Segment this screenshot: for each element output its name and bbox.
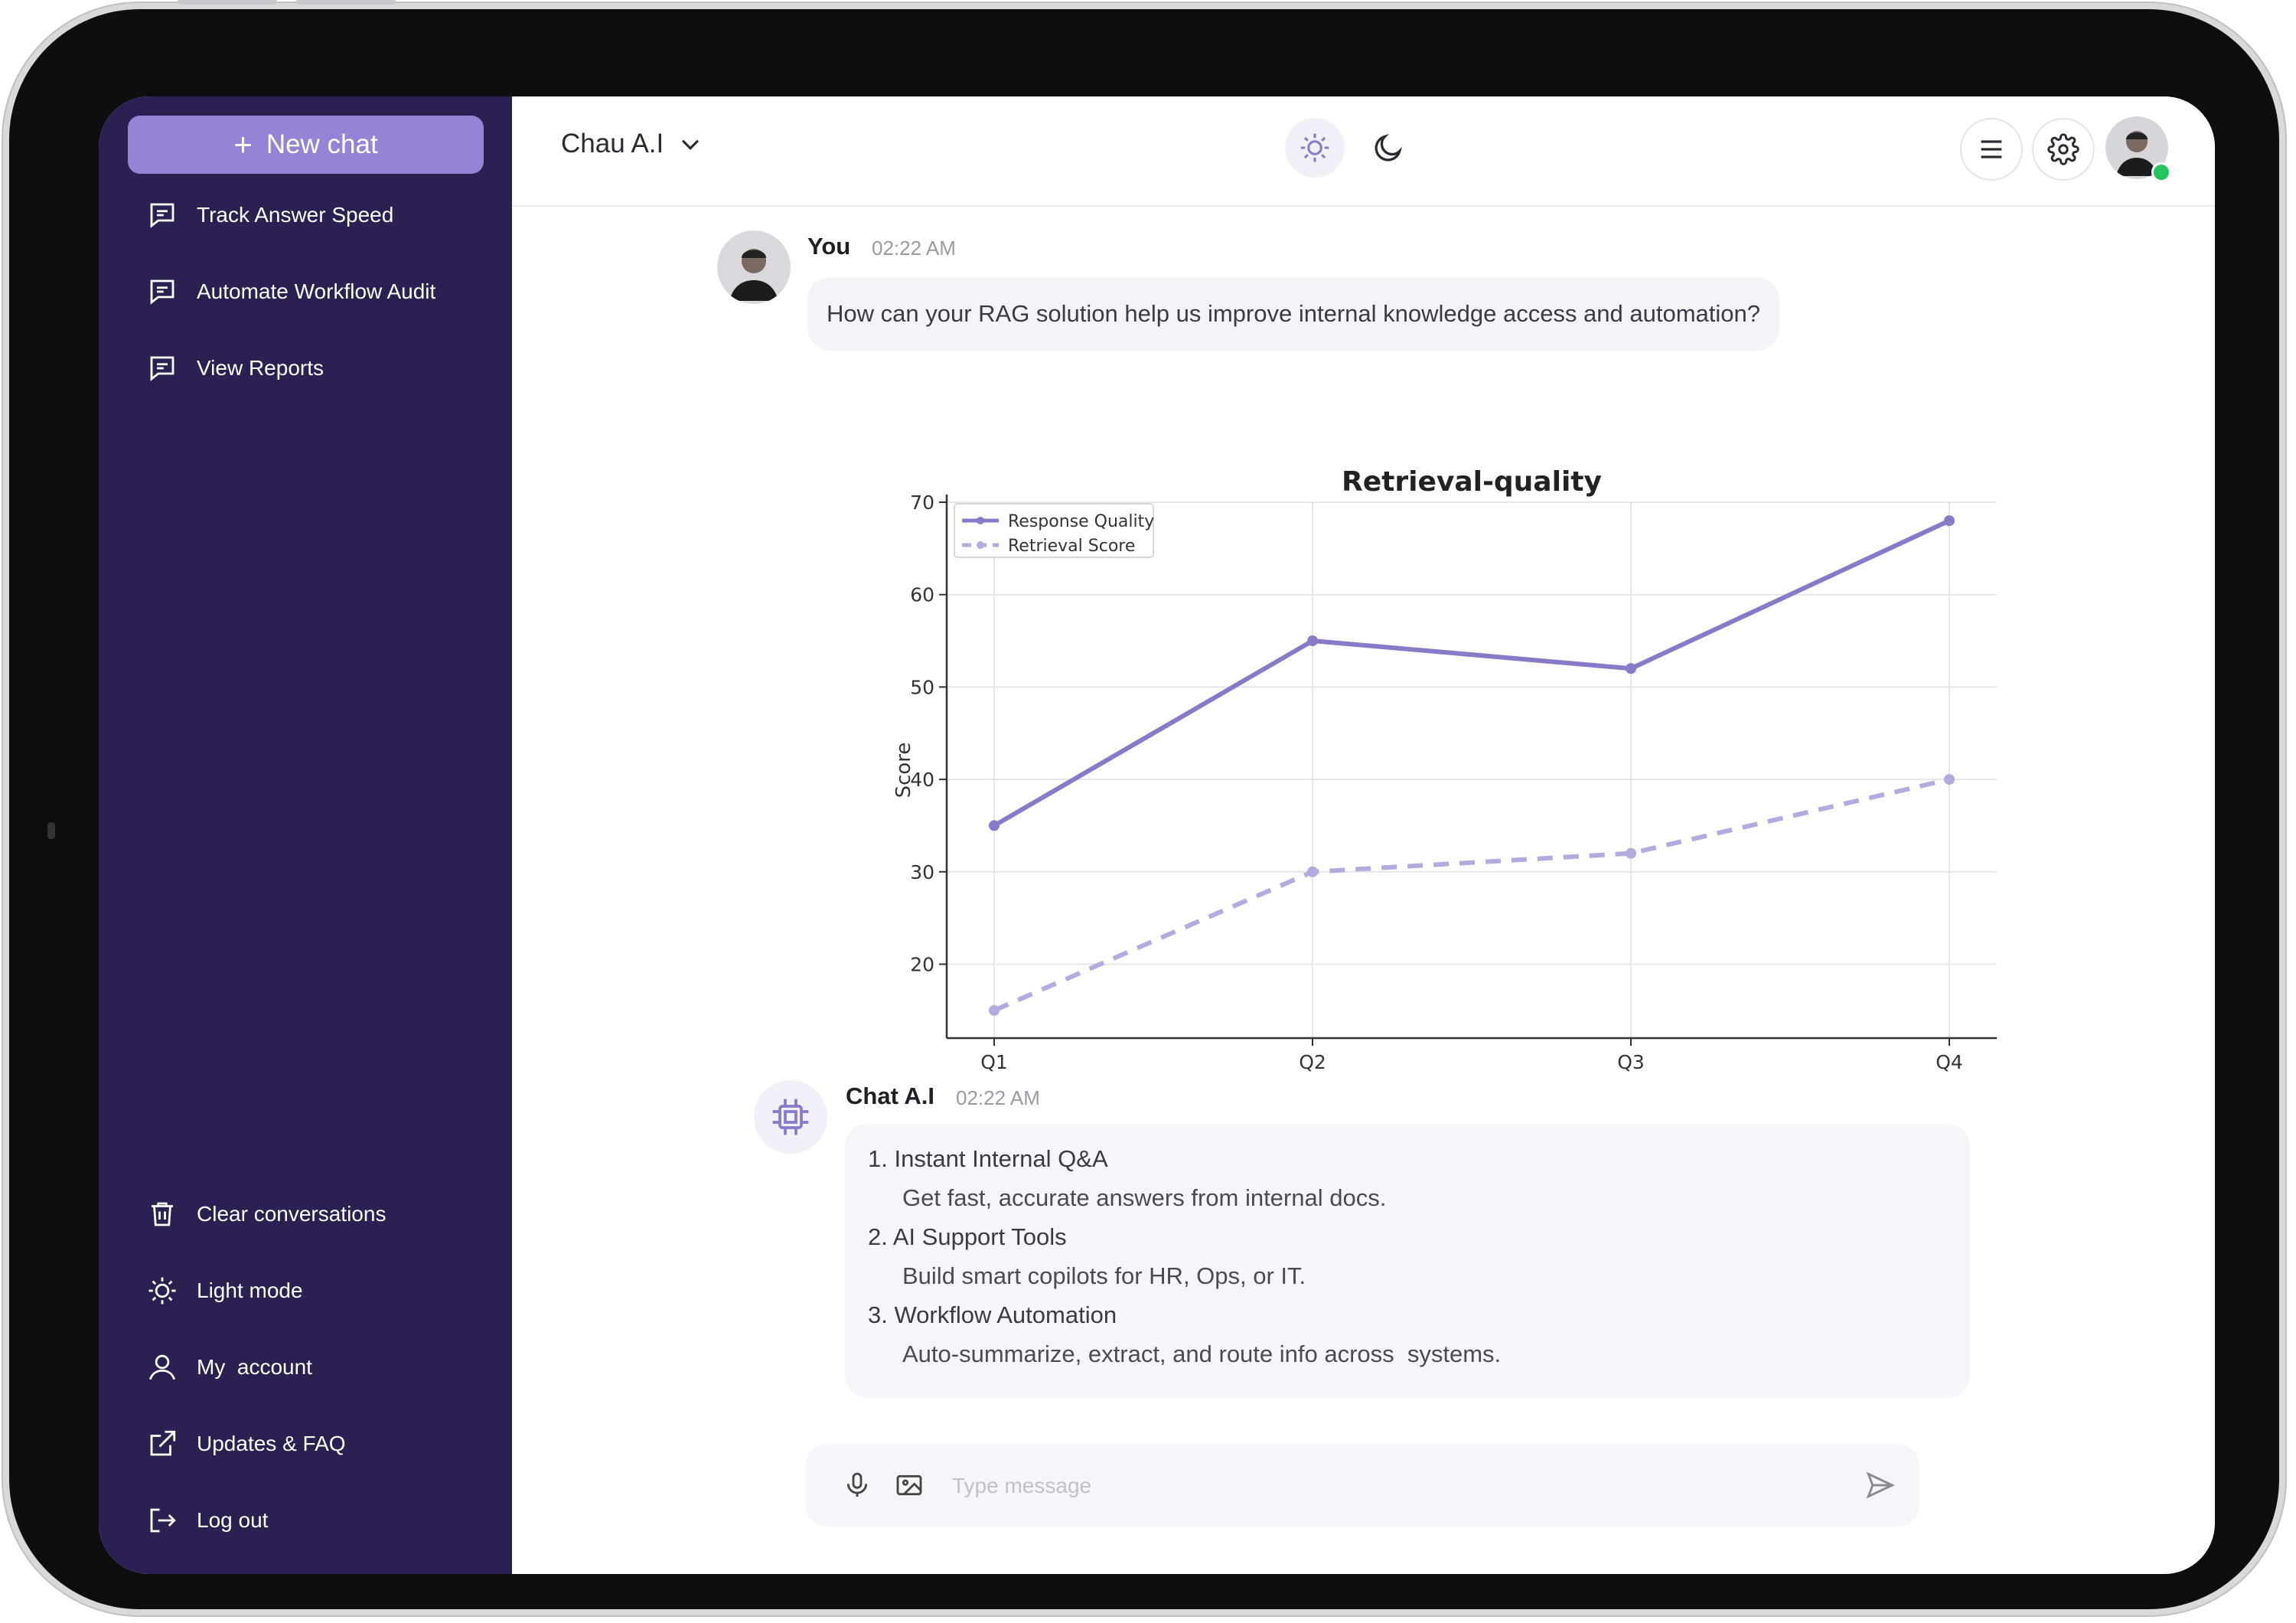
app-title: Chau A.I <box>561 129 664 158</box>
answer-item-detail: Get fast, accurate answers from internal… <box>902 1184 1387 1211</box>
y-tick-label: 20 <box>910 953 934 975</box>
plus-icon: + <box>233 126 253 162</box>
y-tick-label: 60 <box>910 584 934 606</box>
x-tick-label: Q2 <box>1299 1051 1326 1073</box>
logout-icon <box>150 1508 176 1533</box>
sidebar-item-my-account[interactable]: My account <box>146 1344 312 1390</box>
user-avatar <box>717 230 791 304</box>
menu-button[interactable] <box>1960 118 2023 181</box>
sidebar: + New chat Track Answer Speed Automate W… <box>99 96 512 1574</box>
x-tick-label: Q4 <box>1936 1051 1963 1073</box>
menu-icon <box>1981 140 2002 158</box>
send-icon[interactable] <box>1863 1468 1896 1502</box>
legend-label: Response Quality <box>1008 512 1154 531</box>
app-screen: + New chat Track Answer Speed Automate W… <box>99 96 2215 1574</box>
series-line-1 <box>993 518 1951 828</box>
bot-name: Chat A.I <box>846 1083 934 1109</box>
sidebar-item-automate-workflow-audit[interactable]: Automate Workflow Audit <box>146 269 435 315</box>
data-point <box>1944 774 1955 785</box>
volume-up-button <box>178 0 277 5</box>
y-axis-label: Score <box>892 743 915 798</box>
chevron-down-icon <box>682 139 700 150</box>
answer-item-title: 1. Instant Internal Q&A <box>868 1145 1108 1172</box>
series-line-2 <box>993 777 1950 1013</box>
sidebar-item-label: Updates & FAQ <box>197 1432 346 1455</box>
data-point <box>1944 515 1955 527</box>
gear-icon <box>2047 133 2079 165</box>
chart-svg: Retrieval-quality 20 30 40 50 60 70 Q1 Q2 Q3 Q4 Sco… <box>892 466 1997 1073</box>
chart-title: Retrieval-quality <box>1342 466 1602 498</box>
volume-down-button <box>296 0 396 5</box>
cpu-chip-icon <box>772 1099 809 1135</box>
moon-icon <box>1375 133 1403 162</box>
trash-icon <box>152 1202 173 1226</box>
tablet-frame: + New chat Track Answer Speed Automate W… <box>9 0 2279 1609</box>
sidebar-item-label: Light mode <box>197 1278 303 1302</box>
avatar <box>2105 116 2168 179</box>
profile-avatar-button[interactable] <box>2105 116 2171 183</box>
data-point <box>1307 635 1318 647</box>
sidebar-item-updates-faq[interactable]: Updates & FAQ <box>146 1421 346 1467</box>
legend-box <box>954 503 1154 558</box>
retrieval-quality-chart: Retrieval-quality 20 30 40 50 60 70 Q1 Q2 Q3 Q4 Sco… <box>788 372 2027 1092</box>
y-tick-label: 50 <box>910 676 934 698</box>
sidebar-item-label: View Reports <box>197 356 325 380</box>
y-tick-label: 70 <box>910 491 934 514</box>
legend-label: Retrieval Score <box>1008 537 1135 556</box>
data-point <box>1626 847 1636 859</box>
data-point <box>989 1004 1000 1016</box>
y-tick-label: 30 <box>910 861 934 883</box>
user-icon <box>148 1354 176 1380</box>
answer-item-title: 2. AI Support Tools <box>868 1223 1067 1250</box>
chat-icon <box>150 279 174 305</box>
x-tick-label: Q3 <box>1617 1051 1645 1073</box>
new-chat-label: New chat <box>266 129 378 159</box>
sidebar-item-label: Clear conversations <box>197 1202 386 1226</box>
bot-avatar <box>754 1080 827 1154</box>
bot-message-bubble: 1. Instant Internal Q&A Get fast, accura… <box>845 1124 1970 1398</box>
x-tick-label: Q1 <box>980 1051 1008 1073</box>
message-composer <box>805 1444 1919 1527</box>
data-point <box>989 820 1000 831</box>
top-header: Chau A.I <box>512 96 2215 207</box>
answer-item-title: 3. Workflow Automation <box>868 1301 1117 1328</box>
user-message-time: 02:22 AM <box>872 237 956 260</box>
data-point <box>1307 866 1318 877</box>
new-chat-button[interactable]: + New chat <box>128 116 484 174</box>
data-point <box>1626 663 1636 674</box>
answer-item-detail: Build smart copilots for HR, Ops, or IT. <box>902 1262 1306 1289</box>
light-theme-toggle[interactable] <box>1285 118 1345 178</box>
image-icon[interactable] <box>894 1470 925 1501</box>
sun-icon <box>1300 133 1329 162</box>
external-link-icon <box>150 1430 176 1456</box>
sun-icon <box>148 1277 176 1305</box>
sidebar-item-label: Log out <box>197 1508 269 1532</box>
settings-button[interactable] <box>2032 118 2095 181</box>
legend-marker <box>977 517 984 524</box>
sidebar-item-view-reports[interactable]: View Reports <box>146 345 324 391</box>
chat-icon <box>150 356 174 381</box>
bot-message-time: 02:22 AM <box>956 1086 1040 1109</box>
sidebar-item-label: Automate Workflow Audit <box>197 279 436 303</box>
chat-icon <box>150 203 174 228</box>
answer-item-detail: Auto-summarize, extract, and route info … <box>902 1341 1502 1367</box>
sidebar-item-log-out[interactable]: Log out <box>146 1497 268 1543</box>
sidebar-item-clear-conversations[interactable]: Clear conversations <box>146 1191 386 1237</box>
y-tick-label: 40 <box>910 769 934 791</box>
online-status-dot <box>2151 162 2171 182</box>
sidebar-item-light-mode[interactable]: Light mode <box>146 1268 303 1314</box>
front-camera <box>47 822 55 839</box>
sidebar-item-track-answer-speed[interactable]: Track Answer Speed <box>146 192 393 238</box>
dark-theme-toggle[interactable] <box>1358 118 1418 178</box>
sidebar-item-label: My account <box>197 1355 312 1379</box>
user-message-bubble: How can your RAG solution help us improv… <box>807 277 1780 351</box>
sidebar-item-label: Track Answer Speed <box>197 203 394 227</box>
legend-marker <box>977 541 984 549</box>
user-message-text: How can your RAG solution help us improv… <box>827 300 1761 327</box>
user-name: You <box>807 233 851 260</box>
model-selector[interactable]: Chau A.I <box>561 129 703 159</box>
microphone-icon[interactable] <box>842 1470 872 1501</box>
message-input[interactable] <box>951 1464 1795 1508</box>
